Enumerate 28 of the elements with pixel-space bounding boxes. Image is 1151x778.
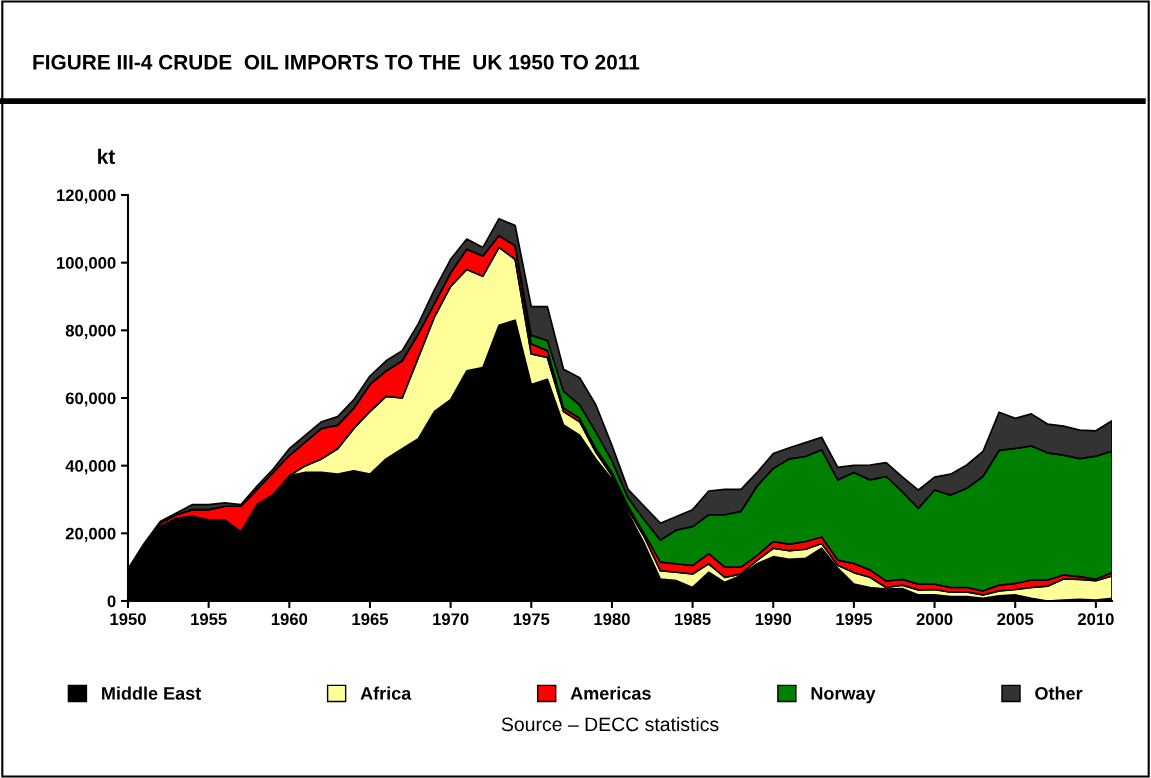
legend-label: Other xyxy=(1035,686,1083,700)
x-tick-label: 1965 xyxy=(352,613,389,626)
y-tick-label: 120,000 xyxy=(57,189,116,204)
x-tick-label: 2005 xyxy=(997,613,1034,626)
y-tick-label: 40,000 xyxy=(65,460,116,475)
legend-label: Norway xyxy=(811,687,876,704)
x-tick-label: 2010 xyxy=(1077,613,1114,626)
source-note: Source – DECC statistics xyxy=(501,716,719,732)
x-tick-label: 1950 xyxy=(110,613,146,626)
legend-label: Americas xyxy=(570,686,651,700)
y-axis-title: kt xyxy=(98,148,115,165)
x-tick-label: 1985 xyxy=(675,613,711,626)
x-tick-label: 2000 xyxy=(916,613,953,626)
y-tick-label: 20,000 xyxy=(65,527,116,542)
y-tick-label: 100,000 xyxy=(57,257,116,272)
y-tick-label: 80,000 xyxy=(65,324,116,339)
x-tick-label: 1980 xyxy=(594,613,630,626)
x-tick-label: 1970 xyxy=(433,613,469,626)
x-tick-label: 1960 xyxy=(271,613,308,626)
legend-label: Africa xyxy=(360,686,412,700)
y-tick-label: 60,000 xyxy=(65,392,116,407)
legend-label: Middle East xyxy=(102,686,201,700)
x-tick-label: 1995 xyxy=(836,613,872,626)
x-tick-label: 1975 xyxy=(513,613,550,626)
y-tick-label: 0 xyxy=(107,595,116,608)
x-tick-label: 1990 xyxy=(755,613,792,626)
x-tick-label: 1955 xyxy=(191,613,227,626)
chart-title: FIGURE III-4 CRUDE OIL IMPORTS TO THE UK 1950 TO 2011 xyxy=(33,54,640,70)
